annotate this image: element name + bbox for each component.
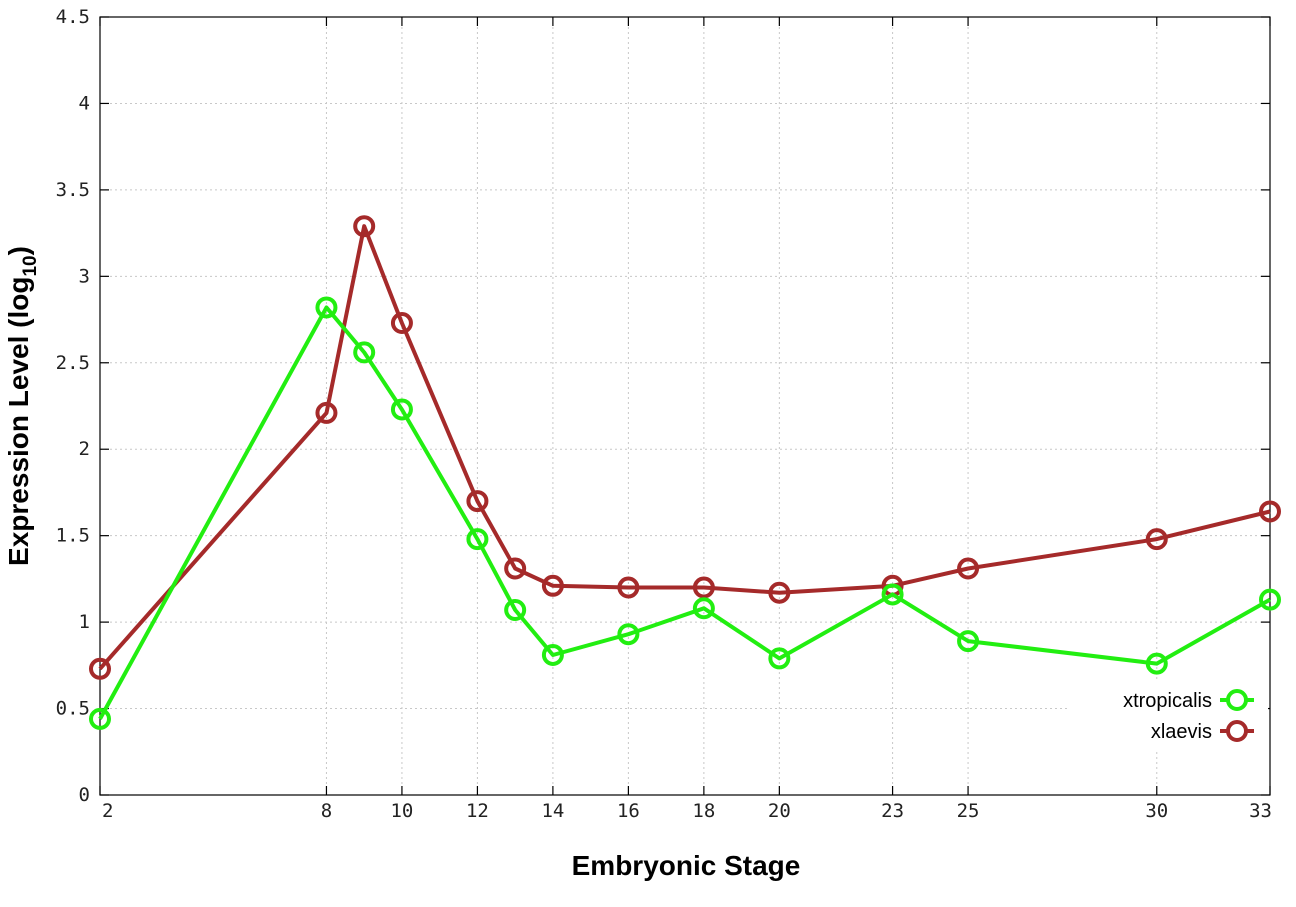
data-point-xlaevis xyxy=(353,215,376,238)
series-line-xtropicalis xyxy=(98,305,1271,720)
x-tick-label: 12 xyxy=(466,800,489,822)
legend-marker-xtropicalis xyxy=(1226,689,1248,711)
series-xlaevis xyxy=(89,215,1281,680)
series-layer xyxy=(89,215,1281,730)
axis-ticks xyxy=(99,16,1271,796)
x-tick-label: 14 xyxy=(541,800,564,822)
x-tick-label: 20 xyxy=(768,800,791,822)
data-point-xtropicalis xyxy=(768,647,791,670)
data-point-xlaevis xyxy=(390,312,413,335)
x-tick-label: 16 xyxy=(617,800,640,822)
grid-lines xyxy=(100,17,1270,795)
legend: xtropicalis xlaevis xyxy=(1070,682,1268,750)
y-tick-label: 4.5 xyxy=(56,6,90,28)
x-tick-label: 10 xyxy=(390,800,413,822)
data-point-xtropicalis xyxy=(541,643,564,666)
data-point-xtropicalis xyxy=(957,630,980,653)
y-axis-label-close: ) xyxy=(3,246,34,255)
x-tick-label: 33 xyxy=(1249,800,1272,822)
y-axis-label-subscript: 10 xyxy=(20,255,41,276)
x-tick-label: 2 xyxy=(102,800,113,822)
x-tick-label: 23 xyxy=(881,800,904,822)
legend-label-xtropicalis: xtropicalis xyxy=(1123,690,1212,712)
data-point-xlaevis xyxy=(1259,500,1281,523)
x-tick-label: 8 xyxy=(321,800,332,822)
legend-marker-xlaevis xyxy=(1226,720,1248,742)
data-point-xtropicalis xyxy=(504,599,527,622)
plot-frame xyxy=(99,16,1271,796)
data-point-xtropicalis xyxy=(1145,652,1168,675)
data-point-xtropicalis xyxy=(881,583,904,606)
y-tick-label: 3.5 xyxy=(56,179,90,201)
y-tick-label: 2 xyxy=(79,438,90,460)
data-point-xtropicalis xyxy=(390,398,413,421)
data-point-xlaevis xyxy=(957,557,980,580)
x-axis-label: Embryonic Stage xyxy=(572,850,801,881)
data-point-xlaevis xyxy=(617,576,640,599)
data-point-xlaevis xyxy=(315,401,338,424)
y-tick-label: 1 xyxy=(79,611,90,633)
y-tick-label: 0 xyxy=(79,784,90,806)
data-point-xlaevis xyxy=(466,490,489,513)
data-point-xtropicalis xyxy=(89,707,111,730)
y-tick-label: 0.5 xyxy=(56,698,90,720)
data-point-xlaevis xyxy=(1145,528,1168,551)
data-point-xtropicalis xyxy=(692,597,715,620)
data-point-xtropicalis xyxy=(1259,588,1281,611)
y-tick-labels: 0 0.5 1 1.5 2 2.5 3 3.5 4 4.5 xyxy=(56,6,90,806)
series-line-xlaevis xyxy=(98,224,1271,671)
data-point-xlaevis xyxy=(89,657,111,680)
x-tick-labels: 2 8 10 12 14 16 18 20 23 25 30 33 xyxy=(102,800,1272,822)
legend-entry-xlaevis: xlaevis xyxy=(1151,720,1254,743)
y-tick-label: 1.5 xyxy=(56,525,90,547)
x-tick-label: 25 xyxy=(957,800,980,822)
y-axis-label: Expression Level (log10) xyxy=(3,246,41,566)
data-point-xtropicalis xyxy=(353,341,376,364)
data-point-xlaevis xyxy=(768,581,791,604)
data-point-xlaevis xyxy=(541,574,564,597)
data-point-xlaevis xyxy=(504,557,527,580)
y-tick-label: 4 xyxy=(79,92,90,114)
series-xtropicalis xyxy=(89,296,1281,730)
x-tick-label: 30 xyxy=(1145,800,1168,822)
legend-entry-xtropicalis: xtropicalis xyxy=(1123,689,1254,712)
legend-label-xlaevis: xlaevis xyxy=(1151,721,1212,743)
data-point-xtropicalis xyxy=(617,623,640,646)
y-tick-label: 2.5 xyxy=(56,352,90,374)
y-axis-label-main: Expression Level (log xyxy=(3,277,34,566)
data-point-xlaevis xyxy=(692,576,715,599)
data-point-xtropicalis xyxy=(315,296,338,319)
y-tick-label: 3 xyxy=(79,265,90,287)
data-point-xtropicalis xyxy=(466,528,489,551)
x-tick-label: 18 xyxy=(692,800,715,822)
